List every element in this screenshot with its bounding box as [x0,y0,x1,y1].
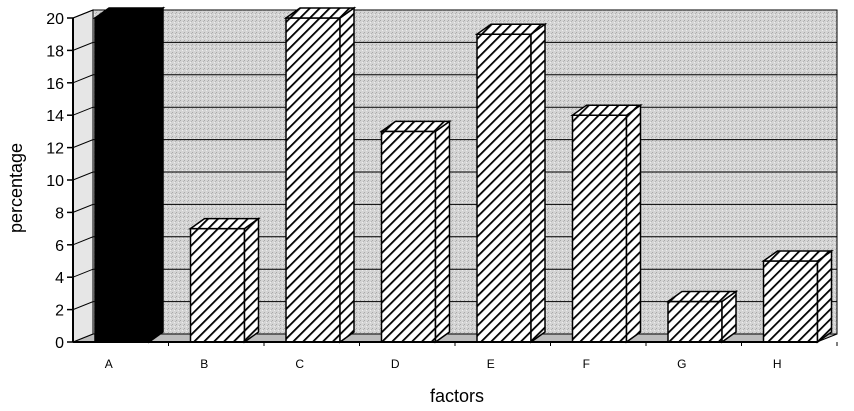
gridline [72,41,837,51]
y-tick-label: 12 [46,141,64,158]
y-tick-label: 10 [46,173,64,190]
y-tick-label: 18 [46,43,64,60]
x-tick-label: G [677,357,686,371]
gridline [72,9,837,19]
bar-top [570,104,643,116]
y-tick-label: 6 [55,238,64,255]
x-tick-label: C [295,357,304,371]
bar-front [476,33,532,343]
x-tick-label: A [105,357,113,371]
bar-side [530,22,546,344]
bar-side [148,6,164,344]
bar [761,249,834,344]
bar-front [380,130,437,343]
bar-front [762,260,819,343]
x-tick-label: F [583,357,590,371]
bar-top [188,217,261,230]
bar [283,6,357,344]
y-axis-title: percentage [6,143,26,233]
bar [665,290,739,344]
bar-top [665,290,739,303]
bar-front [189,227,246,343]
bar-top [379,120,452,133]
bar [570,103,643,344]
bar-front [285,17,341,343]
gridline [72,74,837,84]
x-tick-label: B [200,357,208,371]
y-tick-label: 14 [46,108,64,125]
bar-front [94,17,150,343]
bar-side [243,217,260,344]
bar [92,6,166,344]
bar-front [667,300,723,343]
y-tick-label: 16 [46,76,64,93]
y-tick-label: 20 [46,11,64,28]
y-tick-label: 0 [55,335,64,352]
bar [188,217,261,344]
x-tick-label: D [391,357,400,371]
bars [92,6,834,344]
x-axis-title: factors [430,386,484,406]
bar-top [92,7,166,19]
bar-side [339,6,355,344]
bar [474,22,548,344]
axes: 0 2 4 6 8 10 12 14 16 18 20 A B C D E F G H [46,11,838,371]
bar-side [816,249,833,344]
y-tick-label: 8 [55,205,64,222]
bar-top [761,250,834,262]
bar-side [625,103,642,344]
y-tick-label: 2 [55,303,64,320]
y-tick-label: 4 [55,270,64,287]
bar-side [434,119,451,344]
bar-top [474,23,548,35]
bar-front [571,114,628,343]
x-tick-label: H [773,357,782,371]
bar-top [283,7,357,19]
bar [379,119,452,344]
x-tick-label: E [487,357,495,371]
